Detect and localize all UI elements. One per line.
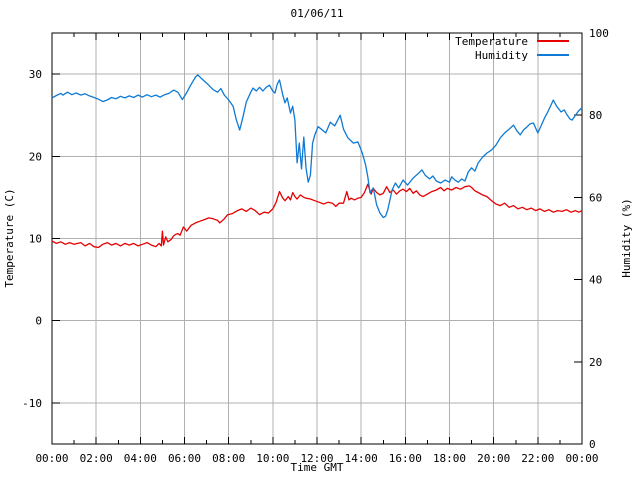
legend: Temperature Humidity xyxy=(408,34,569,62)
x-tick-label: 18:00 xyxy=(433,452,466,465)
temperature-line xyxy=(51,183,583,249)
x-tick-label: 04:00 xyxy=(124,452,157,465)
left-tick-label: 0 xyxy=(35,315,42,328)
x-tick-label: 08:00 xyxy=(212,452,245,465)
x-tick-label: 06:00 xyxy=(168,452,201,465)
x-axis-title: Time GMT xyxy=(290,461,344,474)
right-tick-label: 60 xyxy=(589,191,602,204)
right-axis-title: Humidity (%) xyxy=(620,198,633,278)
right-tick-label: 20 xyxy=(589,356,602,369)
x-tick-label: 20:00 xyxy=(477,452,510,465)
x-tick-label: 10:00 xyxy=(256,452,289,465)
right-tick-label: 80 xyxy=(589,109,602,122)
right-tick-label: 40 xyxy=(589,274,602,287)
left-axis-title: Temperature (C) xyxy=(3,188,16,288)
temperature-line-sample xyxy=(537,40,569,42)
legend-label-temperature: Temperature xyxy=(455,34,528,48)
x-tick-label: 12:00 xyxy=(300,452,333,465)
left-tick-label: 30 xyxy=(29,68,42,81)
chart-title: 01/06/11 xyxy=(290,7,344,20)
legend-label-humidity: Humidity xyxy=(475,48,528,62)
right-tick-label: 100 xyxy=(589,27,609,40)
x-tick-label: 00:00 xyxy=(565,452,598,465)
x-tick-label: 02:00 xyxy=(80,452,113,465)
legend-item-humidity: Humidity xyxy=(408,48,569,62)
left-tick-label: -10 xyxy=(22,397,42,410)
x-tick-label: 14:00 xyxy=(345,452,378,465)
left-tick-label: 10 xyxy=(29,233,42,246)
humidity-line xyxy=(51,74,583,219)
x-tick-label: 22:00 xyxy=(521,452,554,465)
right-tick-label: 0 xyxy=(589,438,596,451)
legend-item-temperature: Temperature xyxy=(408,34,569,48)
left-tick-label: 20 xyxy=(29,150,42,163)
x-tick-label: 00:00 xyxy=(35,452,68,465)
humidity-line-sample xyxy=(537,54,569,56)
x-tick-label: 16:00 xyxy=(389,452,422,465)
